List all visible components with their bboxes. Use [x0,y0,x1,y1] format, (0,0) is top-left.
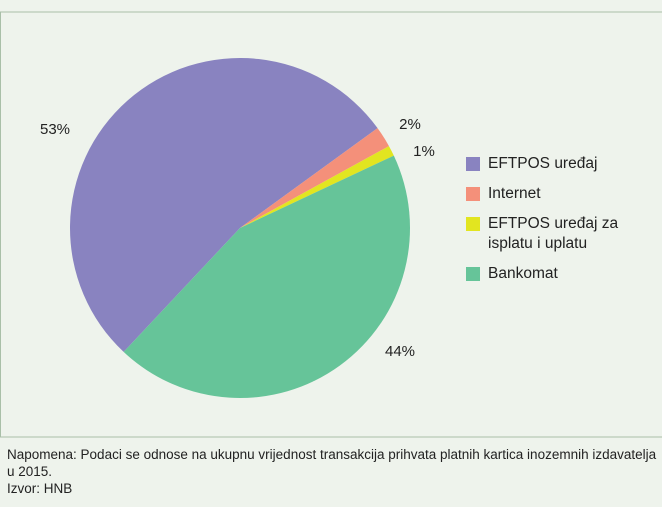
legend-swatch [466,217,480,231]
legend-label: Bankomat [488,265,558,282]
legend-label: EFTPOS uređaj [488,155,598,172]
value-label: 2% [399,116,421,133]
value-label: 44% [385,343,415,360]
legend-item: EFTPOS uređaj za isplatu i uplatu [466,214,656,254]
legend-swatch [466,187,480,201]
legend-label: Internet [488,185,541,202]
pie-slice [123,155,411,398]
value-label: 1% [413,143,435,160]
pie-slice [70,58,378,352]
legend-item: Internet [466,184,656,204]
legend-item: Bankomat [466,264,656,284]
source: Izvor: HNB [7,481,73,496]
pie-slice [240,128,389,228]
pie-slice [240,146,394,228]
legend-label: EFTPOS uređaj za isplatu i uplatu [488,215,619,252]
legend-item: EFTPOS uređaj [466,154,656,174]
value-label: 53% [40,121,70,138]
note: Napomena: Podaci se odnose na ukupnu vri… [7,447,657,479]
legend: EFTPOS uređaj Internet EFTPOS uređaj za is… [466,154,656,294]
note-block: Napomena: Podaci se odnose na ukupnu vri… [7,446,657,497]
legend-swatch [466,267,480,281]
legend-swatch [466,157,480,171]
